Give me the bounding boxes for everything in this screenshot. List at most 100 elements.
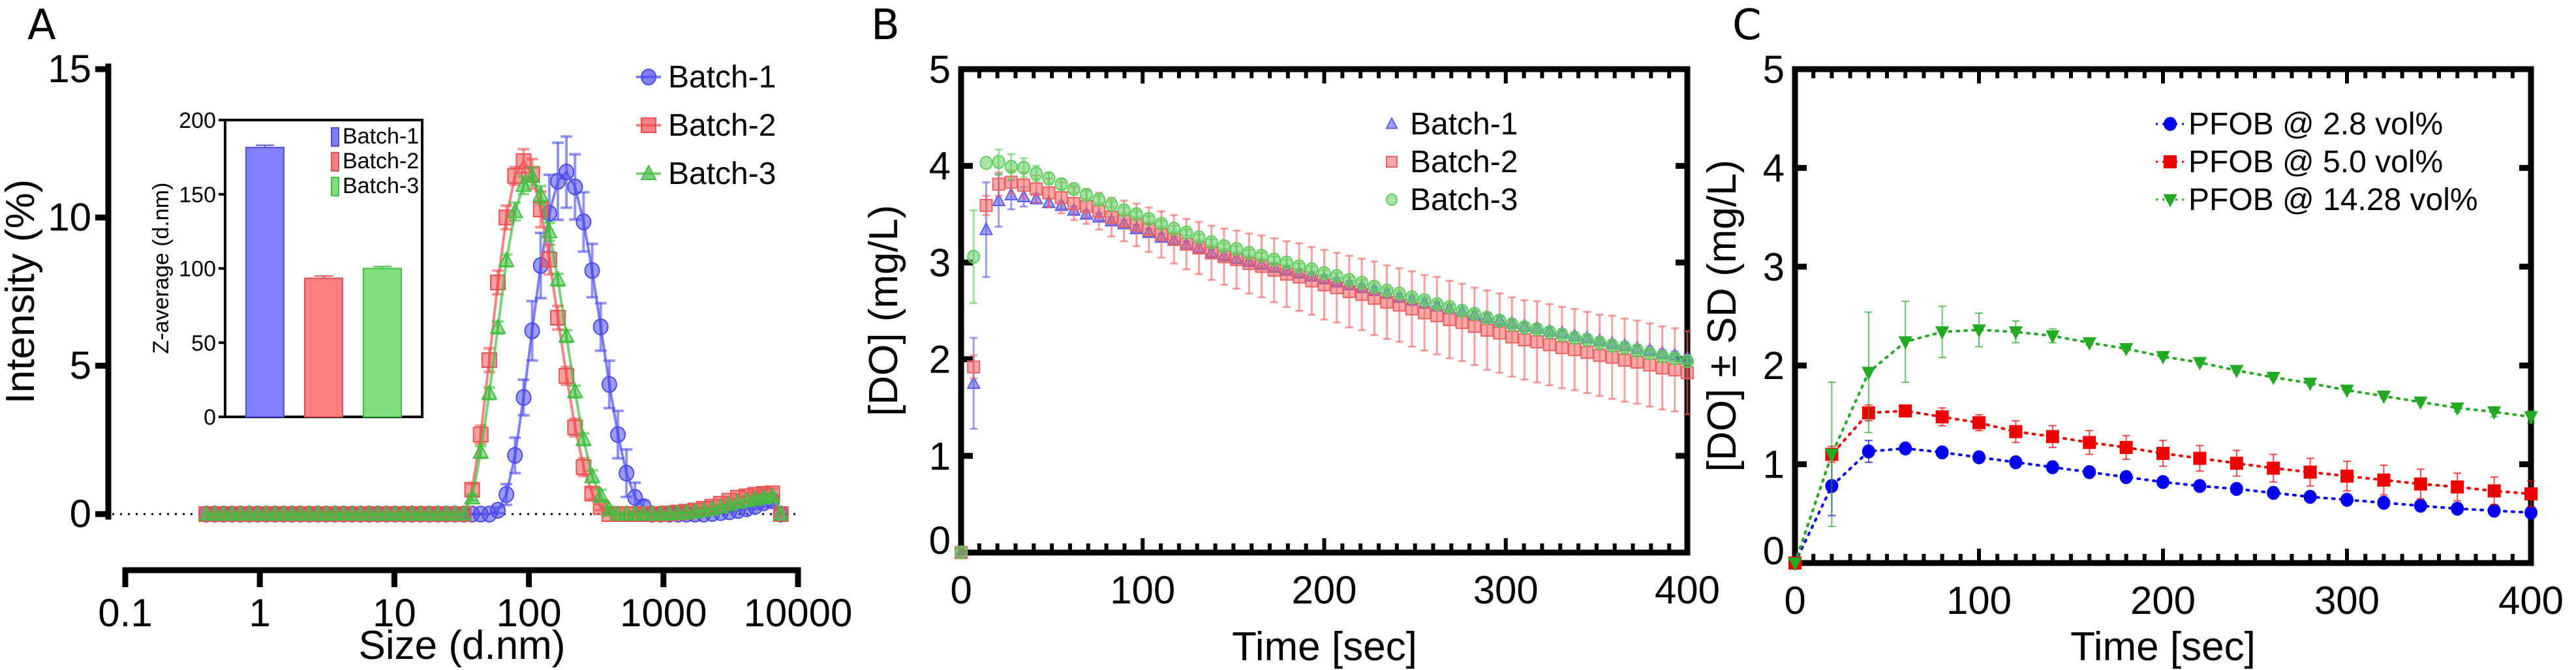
data-point (2119, 343, 2134, 357)
series-3 (1788, 300, 2538, 571)
data-point (566, 382, 583, 399)
data-point (1542, 338, 1556, 352)
data-point (1681, 354, 1694, 369)
inset-legend-swatch-2 (331, 152, 339, 172)
data-point (2193, 479, 2207, 493)
data-point (1631, 356, 1644, 369)
data-point (2487, 484, 2501, 498)
series-batch-3 (198, 166, 790, 521)
data-point (1430, 297, 1444, 311)
panel-label-b: B (871, 1, 900, 50)
inset-legend-swatch-1 (331, 127, 339, 147)
data-point (1255, 249, 1268, 263)
data-point (1392, 286, 1406, 301)
legend-label: Batch-3 (1410, 183, 1518, 217)
data-point (979, 156, 993, 170)
legend-label: PFOB @ 14.28 vol% (2188, 183, 2478, 217)
data-point (2414, 477, 2427, 491)
data-point (583, 466, 601, 483)
data-point (506, 202, 523, 219)
data-point (567, 178, 583, 196)
series-dotted-line (1794, 328, 2532, 564)
data-point (2046, 330, 2060, 344)
data-point (515, 389, 532, 406)
data-point (498, 486, 515, 503)
data-point (1618, 341, 1632, 355)
data-point (1556, 327, 1569, 343)
data-point (601, 376, 617, 393)
legend-item-2: Batch-2 (1386, 145, 1518, 179)
data-point (559, 163, 575, 181)
data-point (1467, 307, 1481, 321)
data-point (558, 326, 575, 343)
data-point (2303, 489, 2317, 504)
data-point (2046, 430, 2059, 444)
legend-label: Batch-3 (668, 157, 776, 191)
x-tick-label: 100 (497, 591, 562, 635)
panel-a-y-axis-title: Intensity (%) (0, 179, 43, 404)
data-point (601, 500, 618, 517)
y-tick-label: 0 (1763, 529, 1785, 573)
data-point (773, 504, 790, 521)
data-point (1972, 324, 1986, 338)
y-tick-label: 4 (1763, 146, 1785, 190)
panel-a-legend: Batch-1 Batch-2 Batch-3 (636, 60, 776, 191)
data-point (2451, 480, 2464, 494)
data-point (2230, 481, 2243, 496)
data-point (1824, 449, 1839, 463)
y-tick-label: 15 (48, 47, 91, 91)
panel-c-x-axis-title: Time [sec] (2070, 624, 2256, 669)
data-point (455, 504, 472, 521)
data-point (2414, 498, 2427, 513)
data-point (1092, 204, 1106, 218)
data-point (1568, 331, 1582, 345)
data-point (489, 502, 506, 519)
data-point (2377, 473, 2391, 487)
data-point (1079, 187, 1093, 202)
data-point (472, 442, 489, 459)
legend-label: Batch-2 (668, 108, 776, 143)
data-point (1643, 346, 1657, 361)
data-point (1392, 298, 1406, 312)
y-tick-label: 5 (70, 344, 91, 388)
data-point (1054, 191, 1068, 205)
data-point (1668, 363, 1681, 376)
data-point (2083, 464, 2096, 480)
data-point (1180, 225, 1193, 240)
data-point (1972, 416, 1986, 430)
data-point (2156, 475, 2170, 489)
data-point (515, 153, 532, 169)
data-point (1368, 279, 1381, 294)
data-point (549, 270, 566, 286)
data-point (1618, 354, 1632, 367)
data-point (550, 310, 566, 326)
inset-y-tick-label: 200 (179, 108, 216, 133)
data-point (1067, 196, 1081, 210)
data-point (592, 486, 609, 502)
data-point (1655, 349, 1669, 363)
data-point (1505, 317, 1519, 331)
x-tick-label: 10000 (744, 591, 853, 635)
series-1 (954, 174, 1694, 558)
data-point (1568, 343, 1582, 356)
inset-bar-1 (245, 147, 284, 418)
data-point (1030, 182, 1043, 196)
data-point (1593, 335, 1606, 350)
data-point (1556, 341, 1569, 354)
data-point (2267, 461, 2280, 475)
data-point (2487, 504, 2501, 518)
data-point (1180, 237, 1193, 251)
legend-marker-triangle-icon (640, 164, 657, 181)
data-point (2377, 495, 2391, 510)
data-point (1217, 239, 1231, 253)
data-point (1355, 288, 1369, 301)
legend-item-1: Batch-1 (1385, 107, 1518, 142)
y-tick-label: 5 (929, 48, 951, 91)
y-tick-label: 0 (70, 492, 91, 536)
data-point (2156, 351, 2170, 365)
y-tick-label: 5 (1763, 48, 1785, 91)
data-point (1067, 182, 1081, 196)
panel-b-axes: 0 100 200 300 400 0 1 2 3 4 5 (929, 48, 1720, 612)
panel-a-x-axis-title: Size (d.nm) (359, 623, 566, 668)
